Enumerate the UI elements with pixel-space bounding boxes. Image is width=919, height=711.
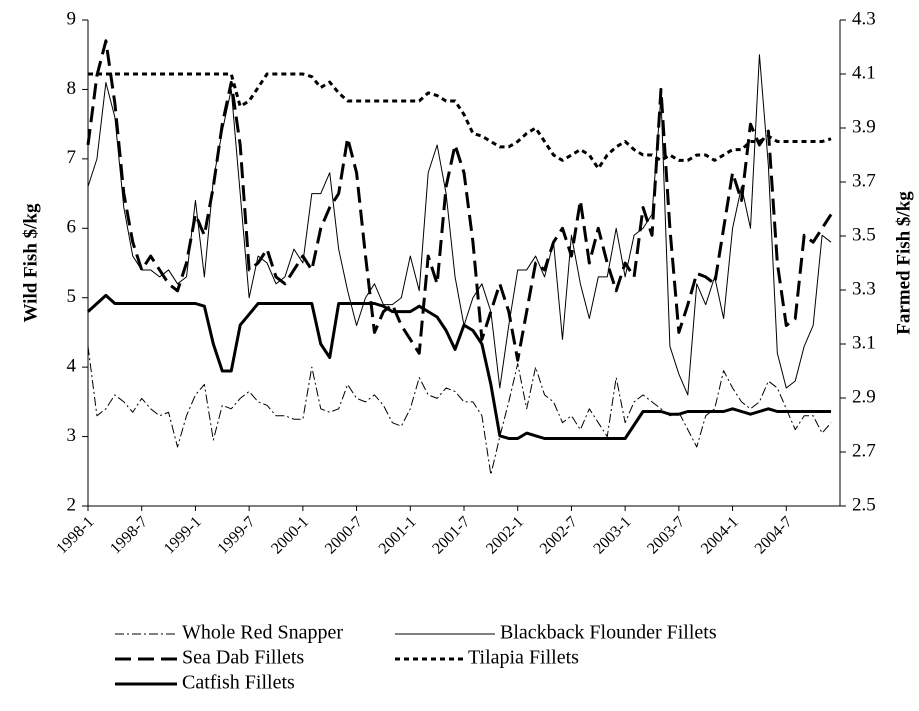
x-tick-label: 2001-7 [429, 513, 473, 557]
y-tick-label: 9 [67, 8, 77, 29]
y-axis-title: Wild Fish $/kg [20, 203, 41, 322]
y2-tick-label: 2.7 [852, 440, 876, 461]
legend-label: Sea Dab Fillets [182, 647, 304, 669]
y2-tick-label: 3.3 [852, 278, 876, 299]
y2-tick-label: 3.1 [852, 332, 876, 353]
x-tick-label: 2000-1 [268, 513, 312, 557]
y2-tick-label: 4.1 [852, 62, 876, 83]
x-tick-label: 1998-7 [107, 513, 151, 557]
x-tick-label: 2003-1 [590, 513, 634, 557]
y-tick-label: 2 [67, 494, 77, 515]
legend-label: Tilapia Fillets [468, 647, 579, 669]
y-tick-label: 6 [67, 217, 77, 238]
y-tick-label: 8 [67, 78, 77, 99]
y2-tick-label: 2.5 [852, 494, 876, 515]
x-tick-label: 2004-1 [698, 513, 742, 557]
y2-tick-label: 3.5 [852, 224, 876, 245]
x-tick-label: 2001-1 [376, 513, 420, 557]
legend-label: Whole Red Snapper [182, 622, 343, 644]
y-tick-label: 3 [67, 425, 77, 446]
y2-tick-label: 3.7 [852, 170, 876, 191]
series-line [87, 346, 832, 476]
x-tick-label: 1999-1 [161, 513, 205, 557]
x-tick-label: 2002-1 [483, 513, 527, 557]
series-line [86, 39, 833, 362]
x-tick-label: 2002-7 [537, 513, 581, 557]
x-tick-label: 1998-1 [53, 513, 97, 557]
x-tick-label: 2000-7 [322, 513, 366, 557]
x-tick-label: 2004-7 [752, 513, 796, 557]
legend-label: Blackback Flounder Fillets [500, 622, 717, 644]
series-line [86, 293, 832, 440]
y2-axis-title: Farmed Fish $/kg [893, 191, 914, 335]
x-tick-label: 1999-7 [214, 513, 258, 557]
y2-tick-label: 3.9 [852, 116, 876, 137]
legend-label: Catfish Fillets [182, 672, 295, 694]
y-tick-label: 7 [67, 147, 77, 168]
series-line [88, 72, 832, 170]
y2-tick-label: 2.9 [852, 386, 876, 407]
x-tick-label: 2003-7 [644, 513, 688, 557]
y2-tick-label: 4.3 [852, 8, 876, 29]
y-tick-label: 5 [67, 286, 77, 307]
y-tick-label: 4 [67, 356, 77, 377]
